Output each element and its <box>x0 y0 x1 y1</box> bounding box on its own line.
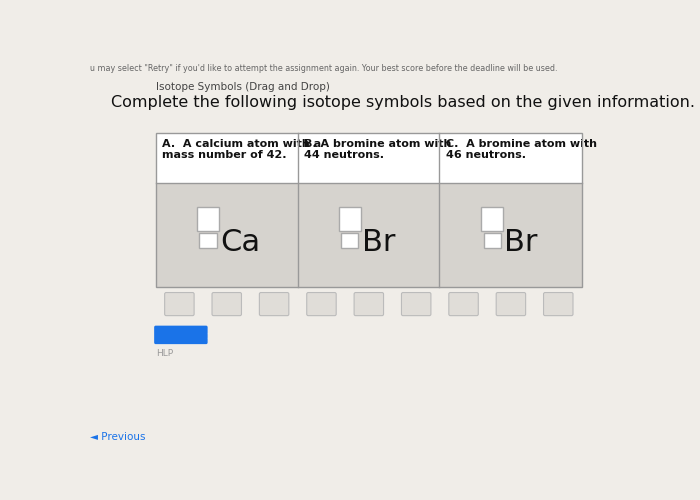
Text: C.  A bromine atom with: C. A bromine atom with <box>446 140 596 149</box>
Text: B. A bromine atom with: B. A bromine atom with <box>304 140 451 149</box>
Text: 46: 46 <box>455 298 472 312</box>
Text: mass number of 42.: mass number of 42. <box>162 150 286 160</box>
FancyBboxPatch shape <box>402 292 431 316</box>
FancyBboxPatch shape <box>164 292 194 316</box>
FancyBboxPatch shape <box>212 292 241 316</box>
Text: Br: Br <box>505 228 538 256</box>
Text: 22: 22 <box>218 298 235 312</box>
Text: ◄ Previous: ◄ Previous <box>90 432 146 442</box>
Text: 42: 42 <box>360 298 377 312</box>
FancyBboxPatch shape <box>496 292 526 316</box>
Bar <box>481 206 503 232</box>
Text: Isotope Symbols (Drag and Drop): Isotope Symbols (Drag and Drop) <box>155 82 330 92</box>
FancyBboxPatch shape <box>354 292 384 316</box>
Bar <box>484 233 500 248</box>
Text: Complete the following isotope symbols based on the given information.: Complete the following isotope symbols b… <box>111 94 694 110</box>
FancyBboxPatch shape <box>154 326 208 344</box>
Text: 46 neutrons.: 46 neutrons. <box>446 150 526 160</box>
Text: u may select "Retry" if you'd like to attempt the assignment again. Your best sc: u may select "Retry" if you'd like to at… <box>90 64 557 73</box>
FancyBboxPatch shape <box>449 292 478 316</box>
Bar <box>199 233 216 248</box>
Text: 44 neutrons.: 44 neutrons. <box>304 150 384 160</box>
Text: 40: 40 <box>313 298 330 312</box>
Bar <box>155 183 298 287</box>
Text: 44: 44 <box>407 298 425 312</box>
Bar <box>197 206 219 232</box>
Bar <box>339 206 361 232</box>
Bar <box>298 183 440 287</box>
Text: 35: 35 <box>265 298 283 312</box>
Bar <box>155 133 582 287</box>
Bar <box>342 233 358 248</box>
Bar <box>155 133 582 183</box>
FancyBboxPatch shape <box>307 292 336 316</box>
Text: HLP: HLP <box>155 349 173 358</box>
Text: Br: Br <box>362 228 396 256</box>
Bar <box>440 183 582 287</box>
Text: ● Submit: ● Submit <box>153 330 208 340</box>
Text: 79: 79 <box>502 298 519 312</box>
Text: A.  A calcium atom with a: A. A calcium atom with a <box>162 140 321 149</box>
FancyBboxPatch shape <box>260 292 289 316</box>
Text: 81: 81 <box>550 298 567 312</box>
Text: 20: 20 <box>171 298 188 312</box>
Text: Ca: Ca <box>220 228 260 256</box>
FancyBboxPatch shape <box>543 292 573 316</box>
